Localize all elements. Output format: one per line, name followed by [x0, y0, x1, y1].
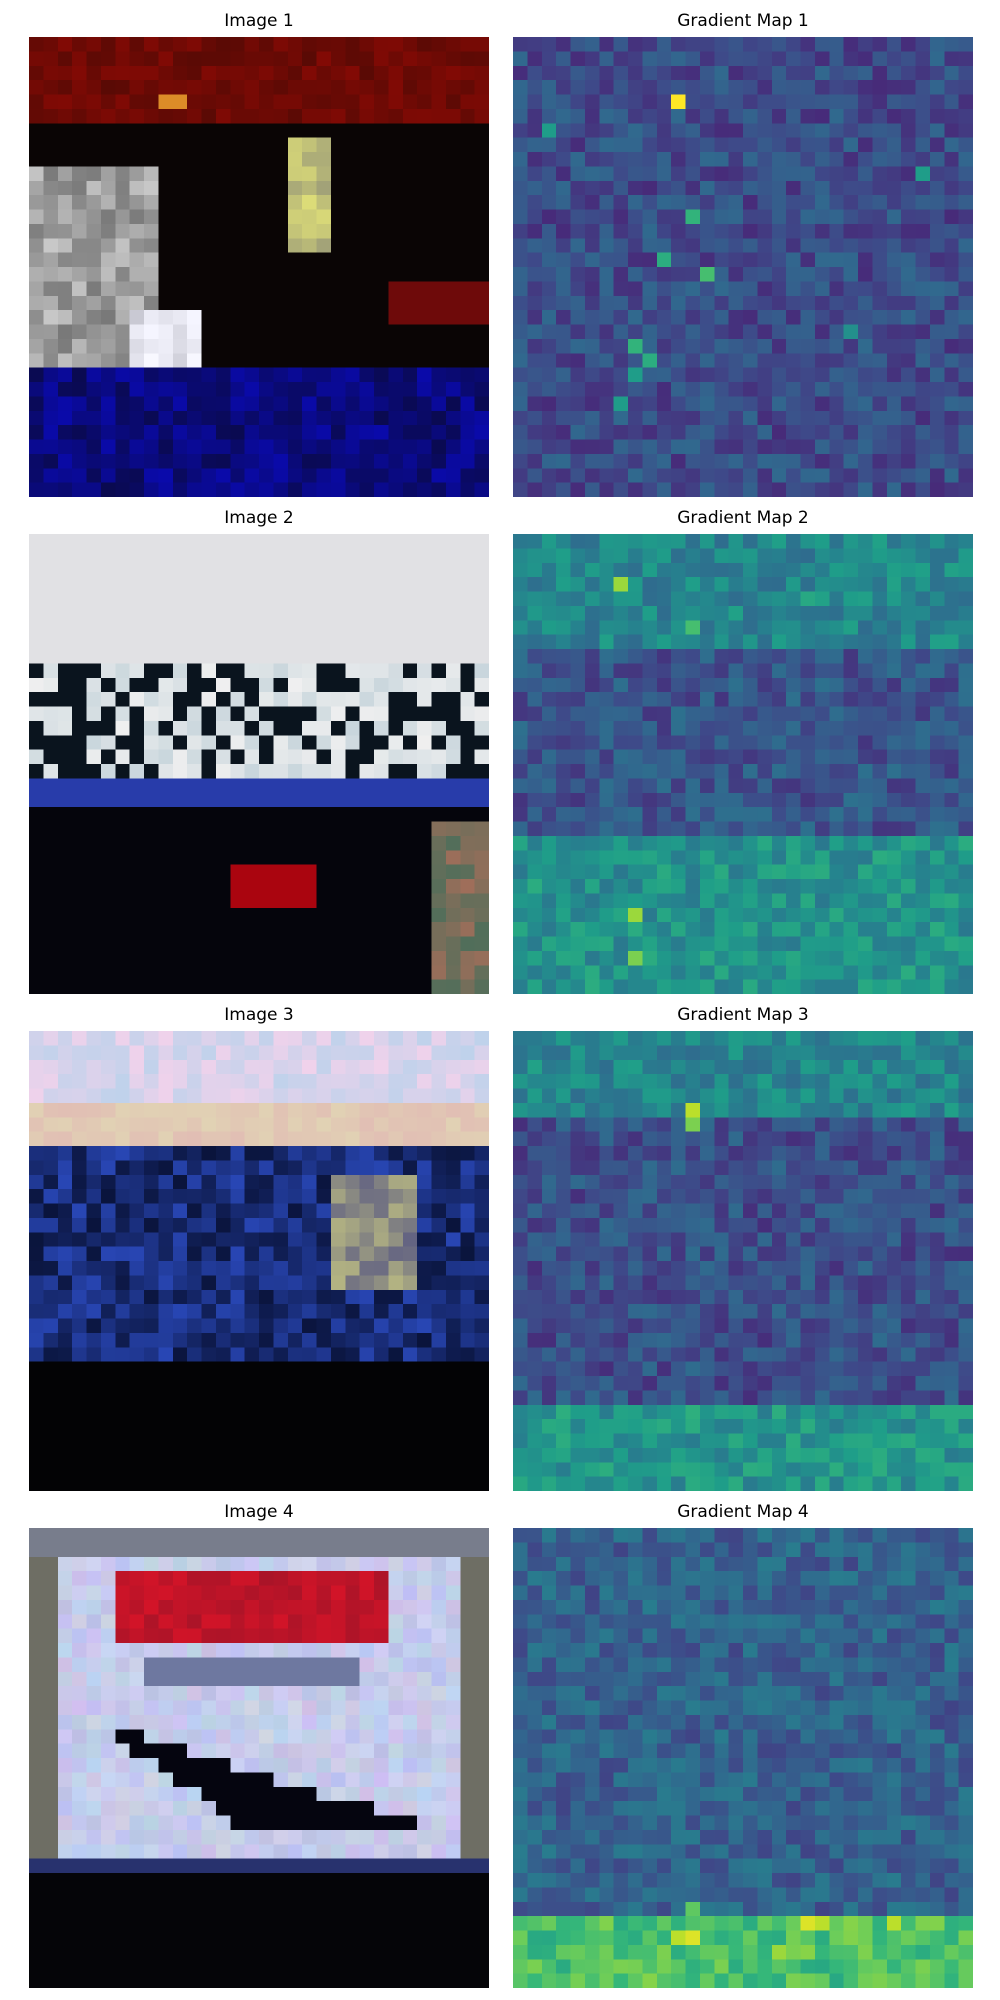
gradient-map-title-2: Gradient Map 2 [677, 508, 809, 528]
image-title-4: Image 4 [224, 1502, 294, 1522]
image-1 [29, 37, 489, 497]
gradient-map-4 [513, 1528, 973, 1988]
image-4 [29, 1528, 489, 1988]
gradient-map-3 [513, 1031, 973, 1491]
image-title-3: Image 3 [224, 1005, 294, 1025]
image-title-2: Image 2 [224, 508, 294, 528]
gradient-map-title-4: Gradient Map 4 [677, 1502, 809, 1522]
image-3 [29, 1031, 489, 1491]
image-title-1: Image 1 [224, 11, 294, 31]
gradient-map-title-3: Gradient Map 3 [677, 1005, 809, 1025]
gradient-map-2 [513, 534, 973, 994]
gradient-map-1 [513, 37, 973, 497]
image-2 [29, 534, 489, 994]
gradient-map-title-1: Gradient Map 1 [677, 11, 809, 31]
